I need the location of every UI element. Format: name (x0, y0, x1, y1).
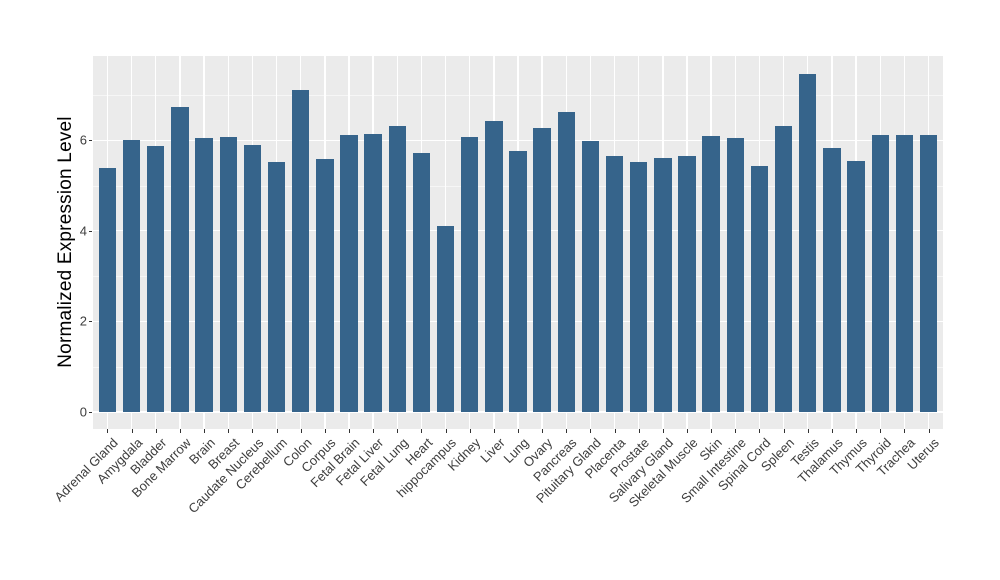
y-tick-mark (88, 412, 92, 413)
bar-spleen (774, 126, 793, 412)
y-tick-mark (88, 140, 92, 142)
x-tick-mark (373, 429, 375, 433)
y-tick-label: 4 (79, 223, 87, 239)
x-tick-label-text: Liver (476, 435, 508, 466)
y-axis-title: Normalized Expression Level (55, 116, 76, 368)
bar-trachea (895, 134, 914, 412)
plot-panel (93, 56, 943, 429)
bar-breast (219, 136, 237, 412)
bar-salivary-gland (654, 158, 672, 412)
y-tick-mark (88, 230, 92, 232)
bar-colon (291, 89, 310, 412)
x-tick-mark (687, 429, 689, 433)
x-tick-mark (735, 429, 737, 433)
bar-thymus (847, 160, 865, 412)
x-tick-mark (300, 429, 302, 433)
bar-fetal-brain (340, 135, 358, 412)
x-tick-mark (856, 429, 858, 433)
bar-cerebellum (267, 161, 286, 412)
bar-heart (412, 152, 431, 412)
x-tick-mark (348, 429, 350, 433)
bar-bone-marrow (171, 106, 189, 412)
x-tick-mark (155, 429, 157, 433)
x-tick-mark (880, 429, 882, 433)
bar-brain (195, 137, 213, 412)
x-tick-mark (518, 429, 519, 433)
bar-skeletal-muscle (678, 156, 696, 412)
x-tick-mark (542, 429, 544, 433)
x-tick-mark (904, 429, 906, 433)
bar-spinal-cord (750, 166, 769, 412)
x-tick-mark (324, 429, 326, 433)
bar-uterus (919, 135, 938, 412)
y-tick-label: 6 (79, 132, 87, 148)
x-tick-mark (469, 429, 471, 433)
x-tick-mark (228, 429, 230, 433)
bar-amygdala (122, 139, 141, 412)
x-tick-mark (662, 429, 664, 433)
bar-skin (702, 135, 720, 412)
bar-thalamus (823, 147, 841, 412)
y-tick-mark (88, 321, 92, 323)
x-tick-mark (421, 429, 423, 433)
x-tick-mark (493, 429, 495, 433)
bar-bladder (147, 146, 165, 412)
bar-liver (485, 121, 503, 412)
bar-caudate-nucleus (243, 144, 262, 412)
x-tick-mark (759, 429, 761, 433)
bar-lung (509, 151, 527, 412)
bar-kidney (461, 137, 479, 412)
x-tick-mark (276, 429, 278, 433)
x-tick-mark (179, 429, 181, 433)
bar-fetal-liver (364, 134, 382, 412)
x-tick-mark (614, 429, 616, 433)
x-tick-mark (807, 429, 809, 433)
bar-fetal-lung (388, 125, 406, 412)
x-tick-mark (204, 429, 206, 433)
bar-corpus (316, 159, 334, 412)
x-tick-mark (566, 429, 568, 433)
bar-testis (799, 74, 817, 412)
x-tick-mark (107, 429, 109, 433)
x-tick-mark (783, 429, 785, 433)
y-tick-label: 2 (79, 313, 87, 329)
x-tick-mark (928, 429, 930, 433)
bar-adrenal-gland (98, 167, 117, 412)
bar-pituitary-gland (581, 141, 600, 412)
x-tick-mark (131, 429, 133, 433)
x-tick-mark (831, 429, 833, 433)
bar-hippocampus (436, 225, 455, 412)
bar-prostate (630, 162, 648, 412)
y-tick-label: 0 (79, 404, 87, 420)
x-tick-mark (445, 429, 447, 433)
x-tick-mark (252, 429, 254, 433)
bar-pancreas (557, 111, 575, 412)
bar-small-intestine (726, 137, 745, 412)
x-tick-mark (590, 429, 592, 433)
bar-thyroid (871, 134, 889, 412)
x-tick-mark (711, 429, 713, 433)
x-tick-mark (397, 429, 399, 433)
x-tick-mark (638, 429, 640, 433)
bar-placenta (605, 156, 624, 412)
bar-ovary (533, 128, 551, 412)
